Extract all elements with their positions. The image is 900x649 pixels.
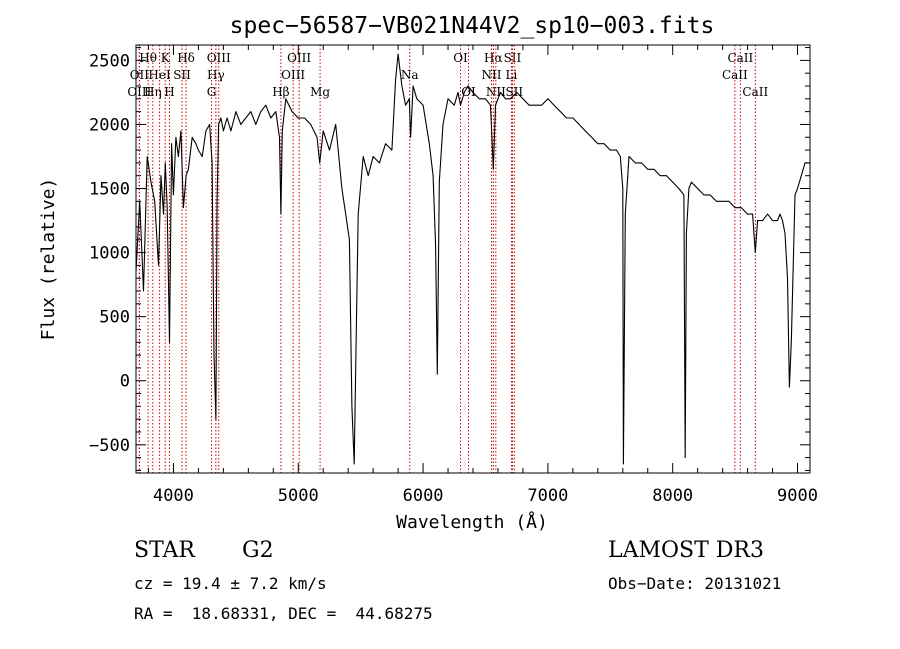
y-tick-label: 0 <box>120 372 130 392</box>
spectral-line-label: OIII <box>281 68 305 82</box>
spectral-line-label: SII <box>505 85 523 99</box>
axis-ticks <box>136 45 810 473</box>
line-markers: Hθ OII OIII K HeI Hη SII Hδ H OIII Hγ G Hβ OIII OIII Mg… <box>127 45 768 473</box>
y-tick-label: 500 <box>99 308 130 328</box>
spectral-line-label: CaII <box>742 85 768 99</box>
spectral-line-label: CaII <box>727 51 753 65</box>
spectral-line-label: Na <box>401 68 419 82</box>
spectral-line-label: HeI <box>148 68 171 82</box>
y-tick-label: 1000 <box>89 244 130 264</box>
x-axis-label: Wavelength (Å) <box>396 511 548 533</box>
spectral-line-label: OIII <box>127 85 151 99</box>
x-tick-label: 7000 <box>527 486 568 506</box>
spectral-line-label: Hβ <box>272 85 289 99</box>
x-tick-label: 4000 <box>153 486 194 506</box>
spectral-line-label: Hγ <box>207 68 225 82</box>
spectral-line-label: OIII <box>287 51 311 65</box>
spectral-line-label: SII <box>173 68 191 82</box>
y-tick-label: 2500 <box>89 51 130 71</box>
chart-title: spec−56587−VB021N44V2_sp10−003.fits <box>230 13 715 39</box>
spectral-line-label: SII <box>504 51 522 65</box>
tick-labels: 4000 5000 6000 7000 8000 9000 −500 0 500 1000 1500… <box>89 51 818 506</box>
spectral-line-label: Li <box>506 68 518 82</box>
spectral-line-label: NII <box>486 85 506 99</box>
series-layer <box>136 53 810 465</box>
x-tick-label: 8000 <box>652 486 693 506</box>
spectral-line-label: Hδ <box>177 51 195 65</box>
spectral-line-label: Hθ <box>139 51 157 65</box>
spectral-line-label: H <box>164 85 174 99</box>
obs-date: Obs−Date: 20131021 <box>608 574 782 593</box>
spectral-line-label: Mg <box>310 85 330 99</box>
spectral-line-label: OI <box>461 85 476 99</box>
spectral-line-label: CaII <box>722 68 748 82</box>
coordinates: RA = 18.68331, DEC = 44.68275 <box>134 604 433 623</box>
spectral-subclass: G2 <box>242 538 274 563</box>
object-type: STAR <box>134 538 195 563</box>
survey-name: LAMOST DR3 <box>608 538 764 563</box>
flux-series-line <box>136 53 810 465</box>
spectral-line-label: OI <box>453 51 468 65</box>
spectral-line-label: G <box>207 85 217 99</box>
y-axis-label: Flux (relative) <box>38 178 59 341</box>
spectral-line-label: NII <box>481 68 501 82</box>
y-tick-label: 2000 <box>89 115 130 135</box>
plot-frame <box>135 44 811 474</box>
x-tick-label: 6000 <box>403 486 444 506</box>
spectral-line-label: OII <box>130 68 150 82</box>
x-tick-label: 5000 <box>278 486 319 506</box>
y-tick-label: 1500 <box>89 180 130 200</box>
spectral-line-label: OIII <box>207 51 231 65</box>
x-tick-label: 9000 <box>777 486 818 506</box>
spectral-line-label: Hη <box>144 85 162 99</box>
y-tick-label: −500 <box>89 436 130 456</box>
spectral-line-label: K <box>161 51 171 65</box>
spectral-line-label: Hα <box>484 51 503 65</box>
redshift-readout: cz = 19.4 ± 7.2 km/s <box>134 574 327 593</box>
